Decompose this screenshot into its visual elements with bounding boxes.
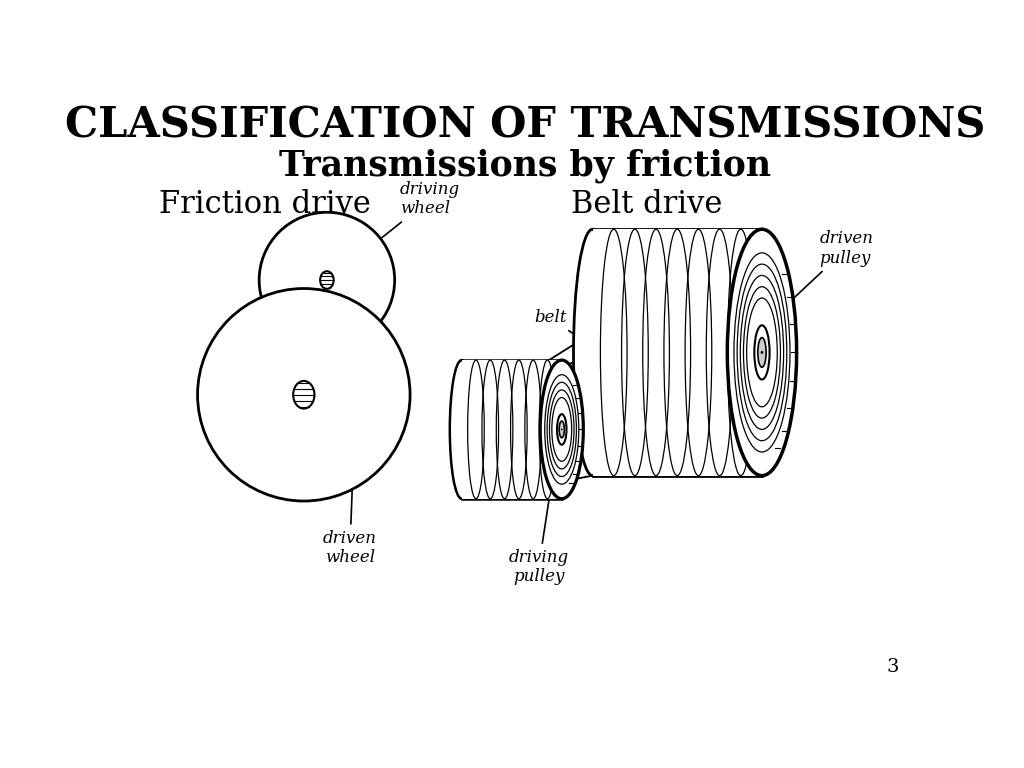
Ellipse shape <box>450 360 473 498</box>
Text: Transmissions by friction: Transmissions by friction <box>279 149 771 184</box>
Text: CLASSIFICATION OF TRANSMISSIONS: CLASSIFICATION OF TRANSMISSIONS <box>65 104 985 146</box>
Text: driven
wheel: driven wheel <box>323 448 377 566</box>
Ellipse shape <box>755 326 770 379</box>
Text: driving
wheel: driving wheel <box>359 181 460 255</box>
Text: driven
pulley: driven pulley <box>787 230 873 304</box>
Ellipse shape <box>223 350 253 439</box>
Ellipse shape <box>293 381 314 409</box>
Circle shape <box>198 289 410 501</box>
Ellipse shape <box>758 338 766 367</box>
Text: Belt drive: Belt drive <box>570 189 722 220</box>
Circle shape <box>259 212 394 348</box>
Text: driving
pulley: driving pulley <box>509 495 568 585</box>
Circle shape <box>561 429 562 430</box>
Polygon shape <box>462 360 562 498</box>
Text: belt: belt <box>534 310 605 356</box>
Ellipse shape <box>559 421 564 438</box>
Polygon shape <box>593 229 762 475</box>
Ellipse shape <box>557 414 566 445</box>
Text: 3: 3 <box>887 657 899 676</box>
Ellipse shape <box>272 252 297 309</box>
Ellipse shape <box>727 229 797 475</box>
Text: Friction drive: Friction drive <box>160 189 372 220</box>
Circle shape <box>761 351 763 354</box>
Ellipse shape <box>321 271 334 289</box>
Ellipse shape <box>573 229 611 475</box>
Ellipse shape <box>541 360 584 498</box>
